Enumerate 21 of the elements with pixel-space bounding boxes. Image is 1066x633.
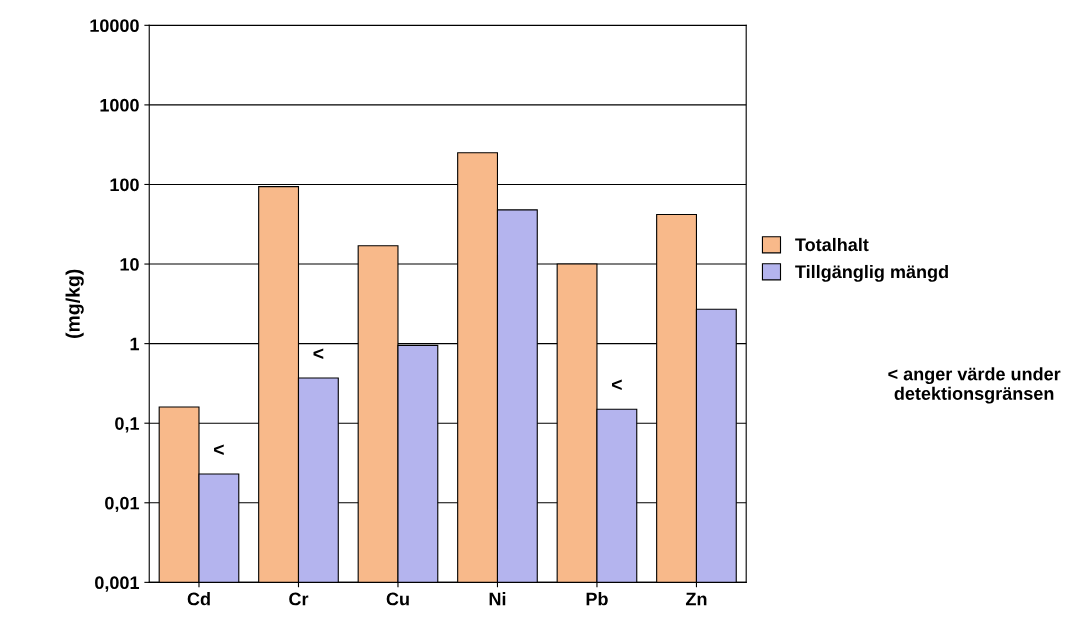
x-tick-label: Cu [386,592,409,606]
x-tick-label: Pb [586,592,608,606]
y-tick-label: 0,1 [115,417,140,433]
annotation: < [612,379,622,391]
y-tick-label: 10 [120,257,139,271]
annotation: < [313,348,324,359]
x-tick-label: Zn [685,592,707,606]
y-tick-label: 1000 [100,98,139,112]
x-tick-label: Cr [289,592,309,606]
y-tick-label: 10000 [90,19,139,33]
x-tick-label: Ni [489,592,506,606]
y-tick-label: 1 [130,337,140,351]
y-axis-title: (mg/kg) [65,269,84,338]
legend-label: Tillgänglig mängd [795,264,948,282]
x-tick-label: Cd [187,592,210,606]
y-tick-label: 100 [110,178,139,192]
y-tick-label: 0,001 [95,576,140,592]
text: < anger värde under detektionsgränsen [888,367,1061,404]
y-tick-label: 0,01 [105,496,140,513]
annotation: < [214,444,224,455]
legend-label: Totalhalt [795,237,869,252]
